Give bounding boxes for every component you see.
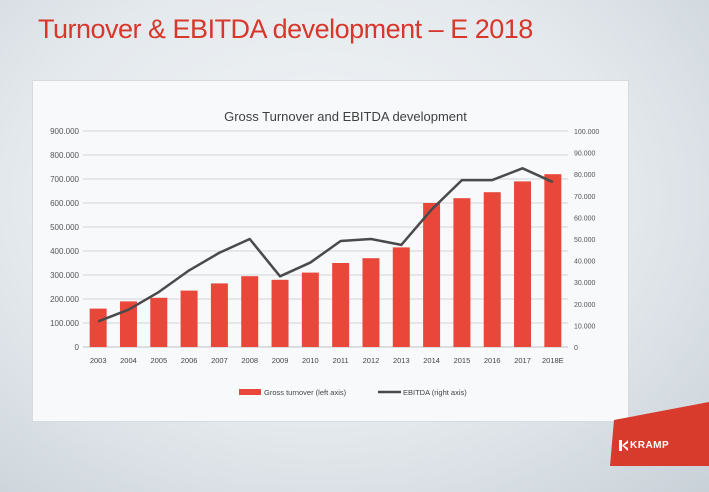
turnover-bar — [119, 301, 137, 347]
right-axis-tick-label: 100.000 — [574, 129, 599, 136]
right-axis-tick-label: 20.000 — [574, 302, 596, 309]
turnover-bar — [423, 203, 441, 347]
turnover-bar — [362, 258, 380, 347]
left-axis-tick-label: 200.000 — [50, 295, 79, 304]
left-axis-tick-label: 800.000 — [50, 151, 79, 160]
left-axis-tick-label: 500.000 — [50, 223, 79, 232]
right-axis-tick-label: 60.000 — [574, 215, 596, 222]
turnover-bar — [544, 174, 562, 347]
chart-container: Gross Turnover and EBITDA development 0 10… — [32, 80, 629, 422]
left-axis-tick-label: 600.000 — [50, 199, 79, 208]
turnover-bar — [453, 198, 471, 347]
turnover-bar — [210, 283, 228, 347]
right-axis-tick-label: 80.000 — [574, 172, 596, 179]
right-axis-tick-label: 50.000 — [574, 237, 596, 244]
right-axis-tick-label: 70.000 — [574, 194, 596, 201]
x-axis-tick-label: 2017 — [514, 356, 531, 365]
x-axis-tick-label: 2012 — [363, 356, 380, 365]
right-axis-tick-label: 90.000 — [574, 151, 596, 158]
kramp-logo — [610, 402, 709, 466]
left-axis-tick-label: 0 — [75, 343, 80, 352]
left-axis-tick-label: 300.000 — [50, 271, 79, 280]
x-axis-tick-label: 2004 — [120, 356, 137, 365]
x-axis-tick-label: 2006 — [181, 356, 198, 365]
x-axis-tick-label: 2015 — [454, 356, 471, 365]
x-axis-tick-label: 2008 — [241, 356, 258, 365]
turnover-bar — [332, 263, 350, 347]
turnover-bar — [241, 276, 259, 347]
x-axis-tick-label: 2011 — [333, 356, 349, 365]
x-axis-tick-label: 2013 — [393, 356, 410, 365]
turnover-bar — [483, 192, 501, 347]
x-axis-tick-label: 2018E — [542, 356, 564, 365]
legend-label-turnover: Gross turnover (left axis) — [264, 388, 347, 397]
right-axis-tick-label: 0 — [574, 345, 578, 352]
kramp-logo-icon — [619, 440, 628, 451]
turnover-bar — [89, 308, 107, 347]
left-axis-tick-label: 400.000 — [50, 247, 79, 256]
slide-title: Turnover & EBITDA development – E 2018 — [38, 14, 533, 44]
left-axis-tick-label: 900.000 — [50, 127, 79, 136]
turnover-bar — [392, 247, 410, 347]
turnover-bar — [180, 290, 198, 347]
logo-text: KRAMP — [630, 440, 670, 451]
chart: Gross Turnover and EBITDA development 0 10… — [50, 109, 599, 397]
turnover-bar — [271, 279, 289, 347]
legend-swatch-turnover — [239, 389, 261, 395]
x-axis-tick-label: 2009 — [272, 356, 289, 365]
right-axis-tick-label: 40.000 — [574, 259, 596, 266]
chart-title: Gross Turnover and EBITDA development — [224, 109, 467, 124]
x-axis-tick-label: 2005 — [150, 356, 167, 365]
turnover-bar — [301, 272, 319, 347]
x-axis-tick-label: 2003 — [90, 356, 107, 365]
ebitda-line — [97, 167, 554, 323]
turnover-bar — [514, 181, 532, 347]
x-axis-tick-label: 2014 — [423, 356, 440, 365]
x-axis-tick-label: 2010 — [302, 356, 319, 365]
turnover-bar — [150, 297, 168, 347]
left-axis-tick-label: 100.000 — [50, 319, 79, 328]
left-axis-tick-label: 700.000 — [50, 175, 79, 184]
right-axis-tick-label: 30.000 — [574, 280, 596, 287]
x-axis-tick-label: 2007 — [211, 356, 228, 365]
right-axis-tick-label: 10.000 — [574, 323, 596, 330]
x-axis-tick-label: 2016 — [484, 356, 501, 365]
legend-label-ebitda: EBITDA (right axis) — [403, 388, 467, 397]
